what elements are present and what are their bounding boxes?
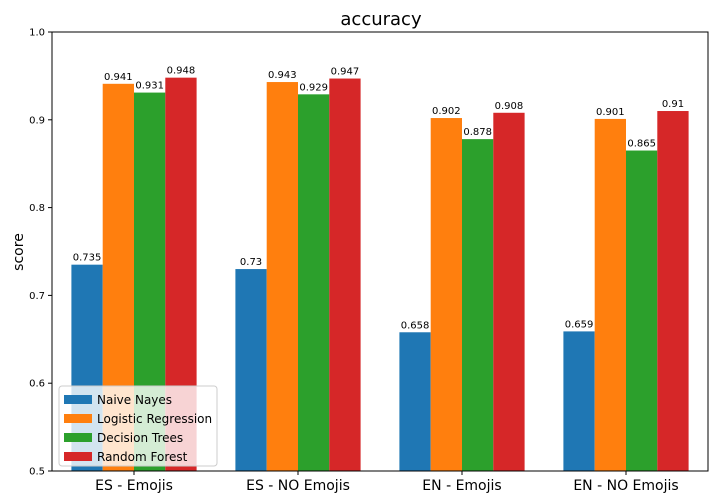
bar-value-label: 0.929 [299,82,328,93]
bars-layer [71,77,689,472]
bar-4-3 [493,112,525,471]
bar-value-label: 0.735 [73,253,102,264]
bar-3-3 [462,139,494,471]
bar-value-label: 0.943 [268,70,297,81]
bar-value-label: 0.931 [135,81,164,92]
bar-value-label: 0.902 [432,106,461,117]
y-tick-label: 1.0 [29,28,45,39]
chart-title: accuracy [340,9,422,30]
legend-box [58,385,218,467]
x-tick-label: ES - Emojis [95,478,173,494]
axes-layer: 0.5 0.6 0.7 0.8 0.9 1.0 ES - Emojis ES - NO Emo… [29,28,709,494]
x-tick-label: EN - NO Emojis [573,478,678,494]
plot-frame [51,31,709,472]
x-tick-label: EN - Emojis [422,478,501,494]
bar-value-label: 0.948 [167,66,196,77]
bar-1-2 [235,269,267,471]
bar-value-label: 0.878 [463,127,492,138]
legend-swatch [64,414,92,423]
bar-4-2 [329,78,361,471]
bar-value-label: 0.901 [596,107,625,118]
bar-value-label: 0.73 [240,257,262,268]
legend: Naive Nayes Logistic Regression Decision T… [58,385,218,467]
bar-value-label: 0.659 [565,319,594,330]
bar-value-label: 0.658 [401,320,430,331]
y-tick-label: 0.5 [29,467,45,478]
bar-value-label: 0.941 [104,72,133,83]
legend-item-label: Decision Trees [97,431,183,445]
bar-value-label: 0.865 [627,139,656,150]
bar-2-4 [594,118,626,471]
y-axis-label: score [11,233,27,271]
bar-1-4 [563,331,595,471]
legend-item-label: Logistic Regression [97,412,212,426]
x-tick-label: ES - NO Emojis [246,478,350,494]
y-tick-label: 0.9 [29,115,45,126]
bar-2-3 [430,118,462,471]
bar-value-label: 0.908 [495,101,524,112]
y-tick-label: 0.7 [29,291,45,302]
bar-value-label: 0.91 [662,99,684,110]
bar-4-4 [657,111,689,472]
legend-swatch [64,433,92,442]
legend-item-label: Naive Nayes [97,393,172,407]
legend-item-label: Random Forest [97,450,188,464]
legend-swatch [64,395,92,404]
legend-swatch [64,452,92,461]
bar-value-label: 0.947 [331,67,360,78]
bar-3-4 [626,150,658,471]
bar-2-2 [266,82,298,472]
y-tick-label: 0.6 [29,379,45,390]
y-tick-label: 0.8 [29,203,45,214]
bar-1-3 [399,332,431,471]
bar-3-2 [298,94,330,471]
